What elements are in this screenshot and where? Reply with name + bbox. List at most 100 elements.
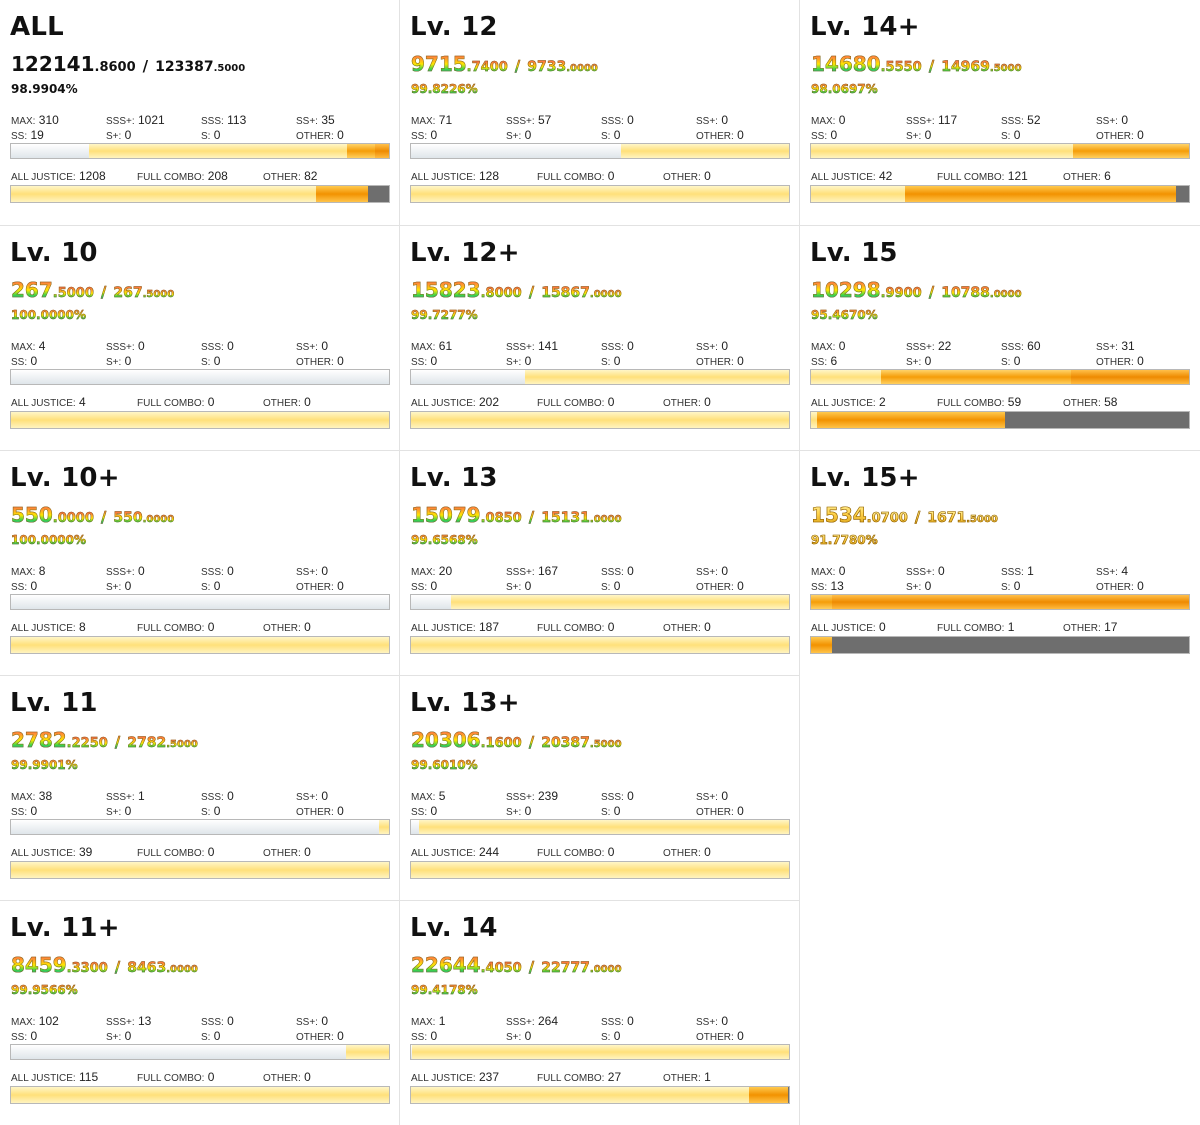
lamp-value: 2 — [879, 395, 886, 409]
stat-label: SSS+: — [506, 1017, 535, 1028]
stat-value: 167 — [537, 564, 559, 578]
rank-segment-ssp — [1071, 370, 1170, 384]
stat-value: 102 — [38, 1014, 59, 1028]
lamp-value: 6 — [1104, 169, 1111, 183]
level-card: Lv. 11 2782.2250/2782.5000 99.9901% MAX: 38… — [0, 675, 400, 900]
stat-value: 0 — [613, 804, 621, 818]
lamp-label: OTHER: — [263, 623, 301, 634]
stat-ssp: SS+: 0 — [1096, 113, 1128, 127]
stat-value: 0 — [721, 564, 728, 578]
max-rating-int: 15131 — [541, 510, 590, 527]
stat-value: 0 — [213, 804, 221, 818]
current-rating-int: 267 — [11, 278, 53, 303]
lamp-segment-aj — [811, 412, 818, 428]
stat-other: OTHER: 0 — [296, 1029, 344, 1043]
level-card: Lv. 13+ 20306.1600 / 20387.5000 99.6010% MAX:… — [400, 675, 800, 900]
stat-label: MAX: — [11, 792, 36, 803]
stat-label: MAX: — [411, 1017, 436, 1028]
lamp-other: OTHER: 0 — [663, 395, 711, 409]
stat-other: OTHER: 0 — [296, 128, 344, 142]
stat-label: S: — [201, 1032, 211, 1043]
stat-value: 0 — [937, 564, 945, 578]
rating-separator: / — [928, 283, 935, 302]
stat-ssp: SS+: 0 — [696, 1014, 728, 1028]
stat-label: SS+: — [1096, 567, 1118, 578]
lamp-value: 4 — [79, 395, 86, 409]
lamp-label: OTHER: — [663, 172, 701, 183]
lamp-aj: ALL JUSTICE: 8 — [11, 620, 86, 634]
stat-label: MAX: — [411, 567, 436, 578]
rank-segment-sssp — [346, 1045, 389, 1059]
max-rating-dec: .0000 — [589, 964, 622, 976]
lamp-other: OTHER: 82 — [263, 169, 317, 183]
stat-value: 0 — [227, 1014, 234, 1028]
rating-score: 267.5000/267.5000 — [11, 278, 175, 303]
stat-s: S: 0 — [601, 579, 620, 593]
stat-other: OTHER: 0 — [1096, 354, 1144, 368]
clear-lamp-bar — [810, 411, 1190, 429]
stat-ssp: SS+: 0 — [296, 564, 328, 578]
stat-label: SS+: — [296, 342, 318, 353]
stat-label: S: — [201, 582, 211, 593]
stat-label: SS+: — [296, 116, 318, 127]
stat-value: 1 — [137, 789, 145, 803]
rank-segment-max — [411, 595, 452, 609]
lamp-segment-aj — [411, 637, 789, 653]
lamp-label: FULL COMBO: — [137, 398, 205, 409]
lamp-value: 1 — [704, 1070, 711, 1084]
lamp-fc: FULL COMBO: 0 — [137, 845, 214, 859]
stat-label: MAX: — [411, 342, 436, 353]
stat-label: OTHER: — [1096, 357, 1134, 368]
stat-label: SS: — [11, 131, 28, 142]
lamp-value: 0 — [607, 395, 615, 409]
max-rating-dec: .5000 — [589, 739, 622, 751]
stat-ss: SS: 13 — [811, 579, 844, 593]
stat-value: 0 — [627, 789, 634, 803]
rating-score: 10298.9900 / 10788.0000 — [811, 278, 1022, 303]
stat-s: S: 0 — [1001, 354, 1020, 368]
stat-label: S+: — [106, 131, 122, 142]
lamp-segment-fc — [904, 186, 1176, 202]
lamp-label: OTHER: — [1063, 172, 1101, 183]
stat-ss: SS: 0 — [11, 1029, 37, 1043]
stat-label: S: — [601, 357, 611, 368]
clear-lamp-bar — [810, 185, 1190, 203]
lamp-label: ALL JUSTICE: — [811, 398, 876, 409]
level-card: Lv. 15 10298.9900 / 10788.0000 95.4670% MAX: … — [800, 225, 1200, 450]
level-title: Lv. 15+ — [810, 463, 920, 493]
lamp-label: ALL JUSTICE: — [11, 1073, 76, 1084]
stat-max: MAX: 38 — [11, 789, 52, 803]
stat-label: S+: — [506, 582, 522, 593]
current-rating-int: 122141 — [11, 52, 95, 76]
stat-label: S+: — [506, 807, 522, 818]
stat-value: 4 — [38, 339, 46, 353]
stat-value: 0 — [321, 339, 328, 353]
max-rating-dec: .5000 — [989, 63, 1022, 75]
stat-label: S: — [1001, 582, 1011, 593]
lamp-label: ALL JUSTICE: — [11, 623, 76, 634]
level-card: Lv. 10 267.5000/267.5000 100.0000% MAX: 4 SS… — [0, 225, 400, 450]
stat-value: 0 — [124, 354, 132, 368]
stat-label: MAX: — [811, 116, 836, 127]
lamp-segment-aj — [411, 862, 789, 878]
stat-other: OTHER: 0 — [696, 1029, 744, 1043]
max-rating-int: 2782 — [127, 735, 167, 752]
lamp-label: OTHER: — [263, 848, 301, 859]
rank-segment-ss — [384, 144, 389, 158]
lamp-fc: FULL COMBO: 59 — [937, 395, 1021, 409]
lamp-value: 0 — [704, 169, 711, 183]
stat-sp: S+: 0 — [106, 1029, 131, 1043]
lamp-aj: ALL JUSTICE: 2 — [811, 395, 886, 409]
stat-label: S: — [601, 131, 611, 142]
stat-value: 0 — [924, 579, 932, 593]
lamp-segment-aj — [411, 186, 789, 202]
lamp-label: FULL COMBO: — [537, 848, 605, 859]
max-rating-int: 10788 — [941, 285, 990, 302]
rating-percent: 98.0697% — [811, 82, 878, 97]
lamp-value: 59 — [1007, 395, 1022, 409]
stat-value: 0 — [321, 1014, 328, 1028]
lamp-segment-aj — [11, 862, 389, 878]
lamp-segment-other — [368, 186, 389, 202]
stat-ss: SS: 0 — [411, 128, 437, 142]
stat-value: 0 — [737, 804, 744, 818]
